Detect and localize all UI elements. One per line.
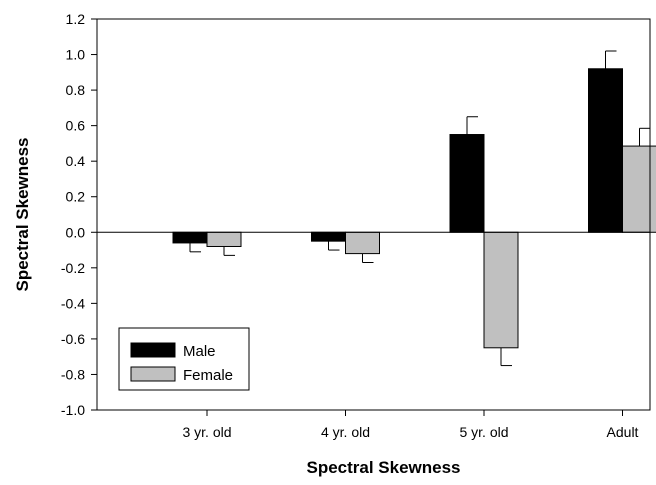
plot-frame: [96, 18, 651, 411]
y-tick-label: -0.4: [61, 295, 85, 311]
y-tick-label: 0.6: [66, 118, 86, 134]
y-tick-label: 0.2: [66, 189, 86, 205]
y-axis-ticks: -1.0 -0.8 -0.6 -0.4 -0.2 0.0 0.2 0.4 0.6 0.8 1.0 1.…: [61, 11, 97, 418]
bar-male-2: [449, 134, 485, 233]
legend-swatch-male: [130, 342, 176, 358]
bar-female-1: [345, 231, 380, 255]
bar-female-2: [483, 231, 519, 349]
x-tick-label: 3 yr. old: [182, 424, 231, 440]
bar-female-0: [206, 231, 242, 247]
y-axis-title: Spectral Skewness: [13, 137, 32, 291]
x-axis-title: Spectral Skewness: [306, 458, 460, 477]
bar-female-3: [622, 145, 656, 233]
bar-male-0: [172, 231, 208, 244]
bar-male-1: [311, 231, 346, 242]
y-tick-label: 1.2: [66, 11, 86, 27]
x-tick-label: 5 yr. old: [459, 424, 508, 440]
legend: Male Female: [118, 327, 250, 391]
legend-box: [118, 327, 250, 391]
y-tick-label: 0.8: [66, 82, 86, 98]
y-tick-label: 0.4: [66, 153, 86, 169]
legend-label-male: Male: [183, 343, 216, 360]
y-tick-label: -0.6: [61, 331, 85, 347]
bars: [172, 50, 656, 367]
legend-label-female: Female: [183, 367, 233, 384]
x-axis-ticks: 3 yr. old 4 yr. old 5 yr. old Adult: [182, 410, 639, 440]
y-tick-label: 0.0: [66, 224, 86, 240]
y-tick-label: -0.2: [61, 260, 85, 276]
x-tick-label: Adult: [607, 424, 639, 440]
bar-male-3: [588, 68, 623, 233]
y-tick-label: 1.0: [66, 47, 86, 63]
y-tick-label: -0.8: [61, 366, 85, 382]
legend-swatch-female: [130, 366, 176, 382]
y-tick-label: -1.0: [61, 402, 85, 418]
x-tick-label: 4 yr. old: [321, 424, 370, 440]
